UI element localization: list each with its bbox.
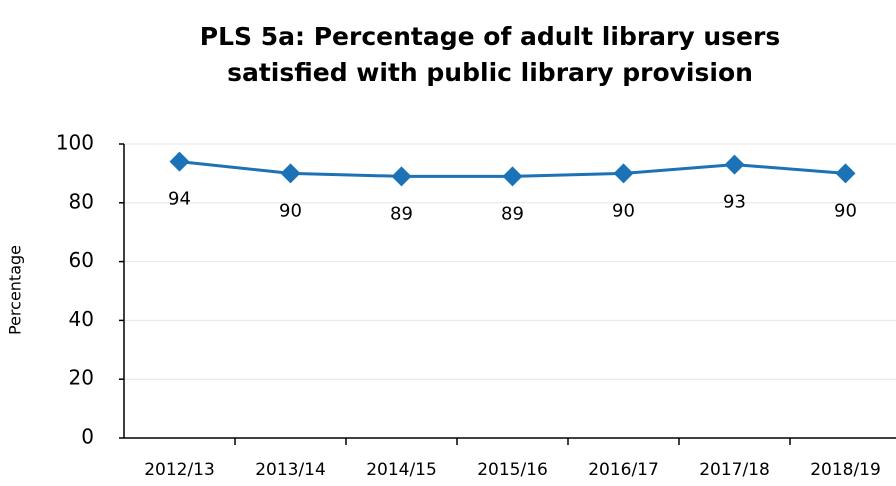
y-tick-label: 20 <box>69 366 94 390</box>
x-tick-label: 2017/18 <box>699 460 770 480</box>
y-tick-label: 60 <box>69 248 94 272</box>
x-tick-label: 2013/14 <box>255 460 326 480</box>
marker <box>835 163 856 184</box>
x-tick-label: 2018/19 <box>810 460 881 480</box>
data-label: 90 <box>612 200 635 221</box>
data-label: 93 <box>723 192 746 213</box>
marker <box>613 163 634 184</box>
y-tick-label: 40 <box>69 307 94 331</box>
marker <box>169 151 190 172</box>
data-label: 89 <box>501 203 524 224</box>
marker <box>724 154 745 175</box>
marker <box>502 166 523 187</box>
data-label: 89 <box>390 203 413 224</box>
y-tick-label: 0 <box>81 425 94 449</box>
marker <box>391 166 412 187</box>
x-tick-label: 2015/16 <box>477 460 548 480</box>
chart-title: PLS 5a: Percentage of adult library user… <box>200 22 780 51</box>
data-label: 90 <box>834 200 857 221</box>
y-tick-label: 100 <box>56 131 94 155</box>
data-label: 90 <box>279 200 302 221</box>
x-tick-label: 2012/13 <box>144 460 215 480</box>
x-tick-label: 2016/17 <box>588 460 659 480</box>
marker <box>280 163 301 184</box>
data-label: 94 <box>168 189 191 210</box>
y-axis-label: Percentage <box>6 245 25 335</box>
x-tick-label: 2014/15 <box>366 460 437 480</box>
y-tick-label: 80 <box>69 189 94 213</box>
chart-title: satisfied with public library provision <box>227 58 753 87</box>
